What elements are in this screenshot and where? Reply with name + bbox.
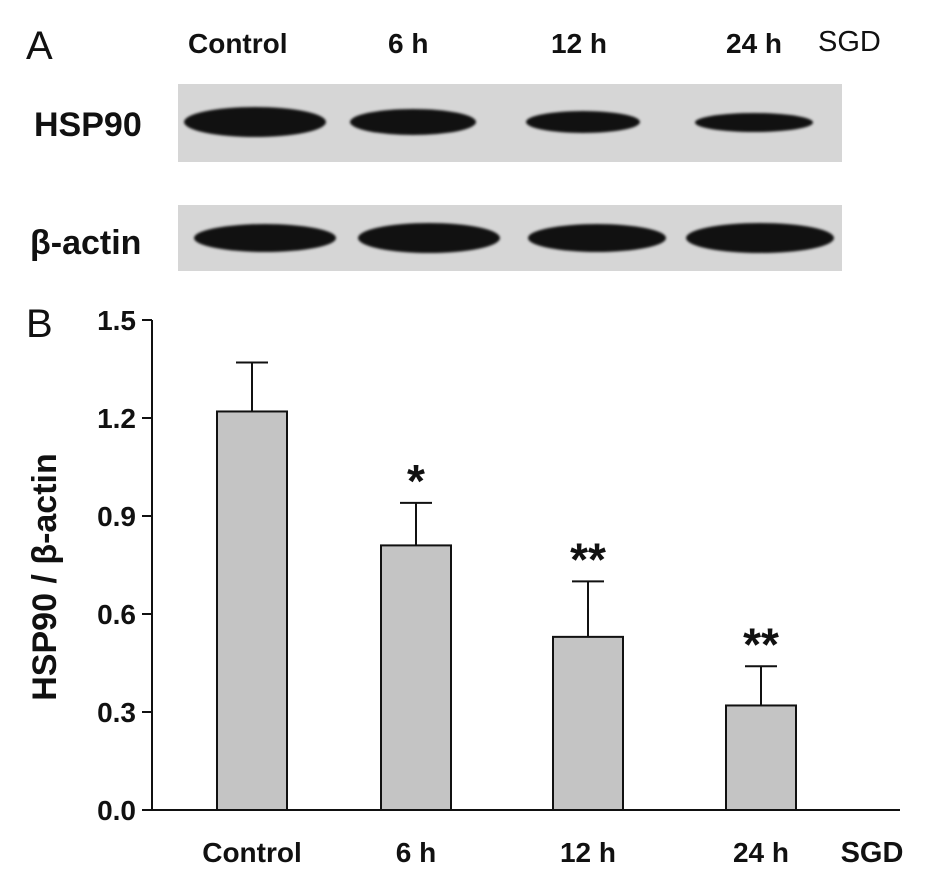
blot-lane-label-24h: 24 h — [726, 28, 783, 59]
blot-lane-label-12h: 12 h — [551, 28, 608, 59]
panel-b-letter: B — [26, 302, 53, 346]
blot-lane-label-6h: 6 h — [388, 28, 429, 59]
beta-actin-band-24h — [686, 223, 834, 253]
blot-strip-hsp90 — [178, 84, 842, 162]
x-axis-title: SGD — [841, 837, 904, 869]
blot-label-hsp90: HSP90 — [34, 106, 142, 144]
hsp90-band-12h — [526, 111, 640, 133]
x-tick-label-1: 6 h — [396, 837, 436, 868]
bar-2 — [552, 635, 624, 811]
y-tick-label: 1.2 — [97, 403, 136, 434]
y-tick-label: 0.6 — [97, 599, 136, 630]
y-axis-title: HSP90 / β-actin — [26, 453, 64, 701]
significance-marker-1: * — [407, 455, 425, 507]
hsp90-band-control — [184, 107, 326, 137]
beta-actin-band-6h — [358, 223, 500, 253]
beta-actin-band-control — [194, 224, 336, 252]
significance-marker-2: ** — [570, 533, 606, 585]
hsp90-band-24h — [695, 113, 813, 132]
y-tick-label: 0.0 — [97, 795, 136, 826]
y-tick-label: 0.3 — [97, 697, 136, 728]
significance-marker-3: ** — [743, 618, 779, 670]
bar-0 — [216, 410, 288, 811]
panel-a-letter: A — [26, 24, 53, 68]
x-tick-label-3: 24 h — [733, 837, 789, 868]
bar-1 — [380, 544, 452, 812]
x-tick-label-0: Control — [202, 837, 302, 868]
hsp90-band-6h — [350, 109, 476, 135]
x-tick-label-2: 12 h — [560, 837, 616, 868]
blot-treatment-label: SGD — [818, 26, 881, 58]
blot-lane-label-control: Control — [188, 28, 288, 59]
y-tick-label: 0.9 — [97, 501, 136, 532]
blot-strip-beta-actin — [178, 205, 842, 271]
beta-actin-band-12h — [528, 224, 666, 252]
y-tick-label: 1.5 — [97, 305, 136, 336]
bar-3 — [725, 704, 797, 812]
blot-label-beta-actin: β-actin — [30, 224, 142, 262]
